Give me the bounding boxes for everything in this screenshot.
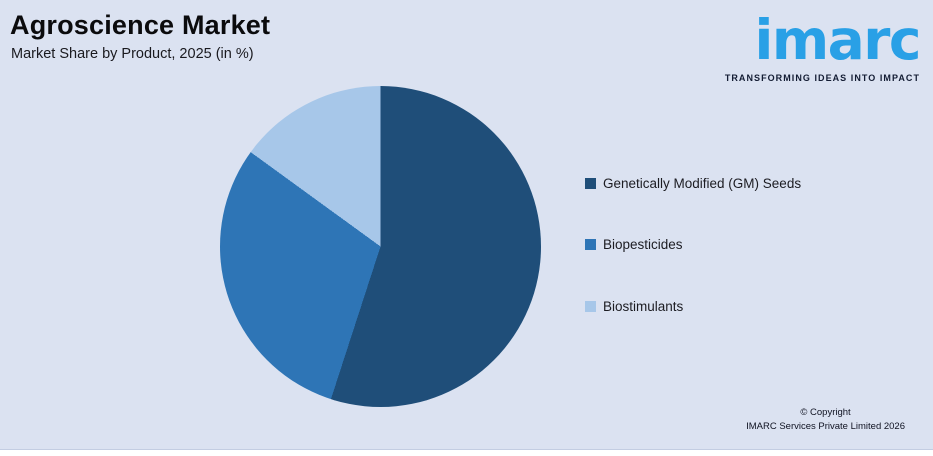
imarc-logo-tagline: TRANSFORMING IDEAS INTO IMPACT (724, 73, 920, 83)
legend-marker-icon (585, 301, 596, 312)
copyright-notice: © Copyright IMARC Services Private Limit… (746, 406, 905, 434)
legend-label: Genetically Modified (GM) Seeds (603, 176, 802, 191)
pie-chart (220, 86, 541, 407)
copyright-line2: IMARC Services Private Limited 2026 (746, 421, 905, 432)
imarc-logo: imarc TRANSFORMING IDEAS INTO IMPACT (724, 2, 922, 83)
legend-label: Biopesticides (603, 237, 683, 252)
legend-marker-icon (585, 178, 596, 189)
legend-item: Biostimulants (585, 299, 683, 314)
imarc-logo-wordmark: imarc (754, 8, 921, 72)
legend-item: Biopesticides (585, 237, 683, 252)
page-subtitle: Market Share by Product, 2025 (in %) (11, 46, 254, 62)
legend-marker-icon (585, 239, 596, 250)
page-title: Agroscience Market (10, 10, 271, 40)
copyright-line1: © Copyright (800, 407, 851, 418)
legend-label: Biostimulants (603, 299, 684, 314)
legend-item: Genetically Modified (GM) Seeds (585, 176, 801, 191)
